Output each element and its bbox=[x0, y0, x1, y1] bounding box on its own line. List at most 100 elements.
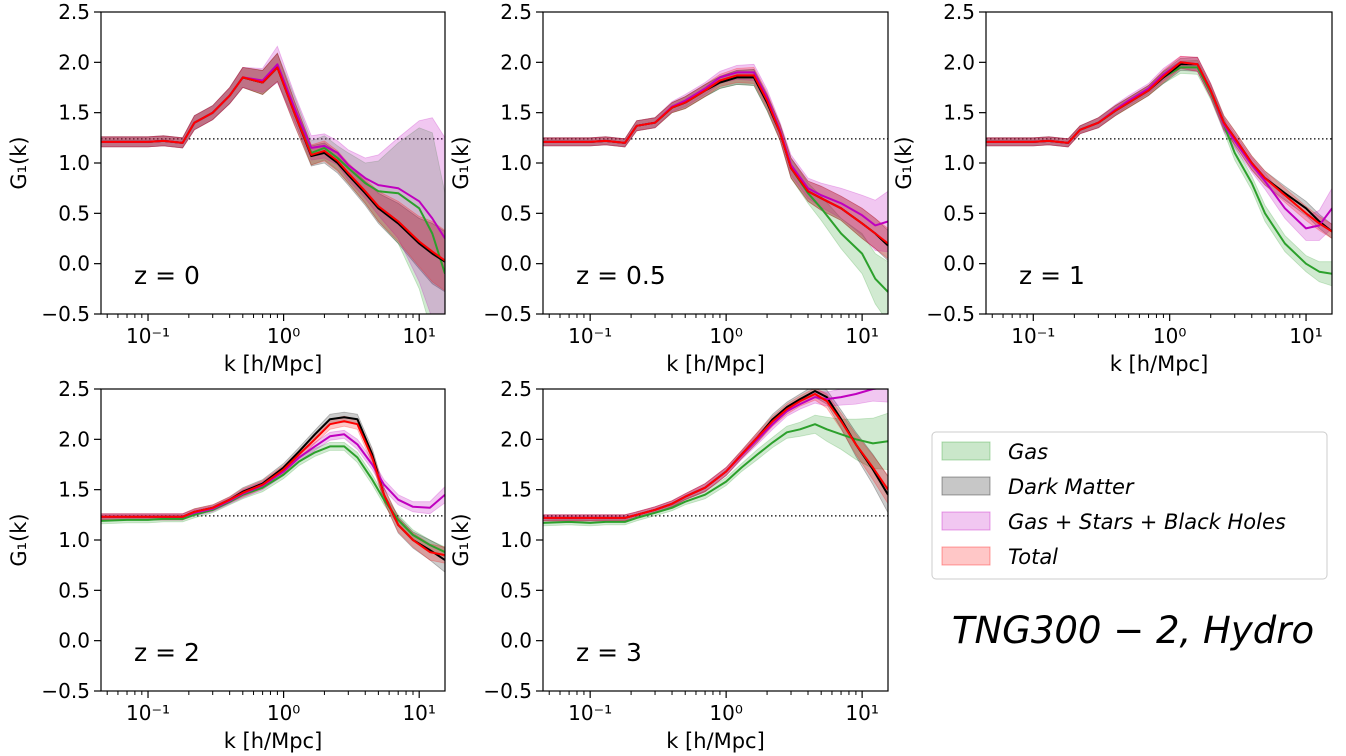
y-tick-label: 2.5 bbox=[58, 377, 90, 401]
x-tick-label: 10⁰ bbox=[709, 701, 742, 725]
y-tick-label: 1.5 bbox=[943, 101, 975, 125]
x-axis-label: k [h/Mpc] bbox=[666, 352, 765, 376]
y-tick-label: 2.5 bbox=[500, 0, 532, 24]
y-tick-label: 2.0 bbox=[943, 50, 975, 74]
redshift-annotation: z = 1 bbox=[1019, 261, 1085, 290]
y-tick-label: 0.0 bbox=[58, 629, 90, 653]
legend-entry-total: Total bbox=[941, 545, 1058, 569]
y-axis-label: G₁(k) bbox=[892, 136, 916, 189]
legend-label-dark-matter: Dark Matter bbox=[1008, 475, 1135, 499]
y-tick-label: −0.5 bbox=[483, 679, 532, 703]
panel-5: 10⁻¹ 10⁰ 10¹ −0.5 0.0 0.5 1.0 1.5 2.0 2.5 k [h/Mpc… bbox=[449, 377, 889, 753]
y-tick-label: 0.0 bbox=[500, 629, 532, 653]
x-tick-label: 10⁻¹ bbox=[1011, 324, 1055, 348]
legend-label-total: Total bbox=[1008, 545, 1058, 569]
plot-area bbox=[101, 45, 445, 314]
y-axis-label: G₁(k) bbox=[7, 136, 31, 189]
x-tick-label: 10⁰ bbox=[709, 324, 742, 348]
y-tick-label: 1.5 bbox=[58, 101, 90, 125]
y-tick-label: 2.0 bbox=[58, 50, 90, 74]
band-total bbox=[986, 55, 1332, 239]
y-tick-label: 1.5 bbox=[500, 478, 532, 502]
y-tick-label: −0.5 bbox=[483, 302, 532, 326]
redshift-annotation: z = 0.5 bbox=[576, 261, 666, 290]
y-axis-label: G₁(k) bbox=[7, 513, 31, 566]
x-tick-label: 10¹ bbox=[402, 324, 435, 348]
series-line-gas bbox=[543, 76, 888, 293]
legend-swatch-gas bbox=[941, 441, 991, 461]
legend-entry-gas-stars-black-holes: Gas + Stars + Black Holes bbox=[941, 510, 1286, 534]
y-tick-label: 0.0 bbox=[500, 252, 532, 276]
y-tick-label: 1.0 bbox=[943, 151, 975, 175]
y-tick-label: 0.5 bbox=[943, 201, 975, 225]
y-tick-label: 2.5 bbox=[943, 0, 975, 24]
legend-swatch-total bbox=[941, 546, 991, 566]
band-dark-matter bbox=[986, 56, 1332, 240]
legend-entry-dark-matter: Dark Matter bbox=[941, 475, 1135, 499]
x-axis-label: k [h/Mpc] bbox=[1110, 352, 1209, 376]
y-tick-label: 2.0 bbox=[58, 427, 90, 451]
y-tick-label: 1.5 bbox=[58, 478, 90, 502]
y-tick-label: −0.5 bbox=[926, 302, 975, 326]
band-gas-stars-black-holes bbox=[986, 55, 1332, 241]
x-tick-label: 10⁰ bbox=[1153, 324, 1186, 348]
legend: Gas Dark Matter Gas + Stars + Black Hole… bbox=[931, 431, 1328, 580]
x-tick-label: 10¹ bbox=[845, 324, 878, 348]
panel-1: 10⁻¹ 10⁰ 10¹ −0.5 0.0 0.5 1.0 1.5 2.0 2.5 k [h/Mpc… bbox=[7, 0, 446, 376]
y-tick-label: 0.5 bbox=[58, 201, 90, 225]
y-tick-label: 0.5 bbox=[500, 578, 532, 602]
band-gas-stars-black-holes bbox=[543, 63, 888, 253]
band-gas bbox=[543, 68, 888, 314]
y-tick-label: −0.5 bbox=[41, 302, 90, 326]
legend-entry-gas: Gas bbox=[941, 440, 1048, 464]
plot-area bbox=[543, 389, 888, 527]
y-axis-label: G₁(k) bbox=[449, 136, 473, 189]
band-total bbox=[543, 389, 888, 522]
x-axis-label: k [h/Mpc] bbox=[224, 352, 323, 376]
x-tick-label: 10⁰ bbox=[267, 701, 300, 725]
series-line-dark-matter bbox=[543, 390, 888, 519]
legend-swatch-gas-stars-black-holes bbox=[941, 511, 991, 531]
y-tick-label: 1.0 bbox=[58, 528, 90, 552]
redshift-annotation: z = 0 bbox=[134, 261, 200, 290]
y-tick-label: 0.0 bbox=[58, 252, 90, 276]
y-tick-label: 1.0 bbox=[500, 528, 532, 552]
x-tick-label: 10¹ bbox=[845, 701, 878, 725]
band-total bbox=[543, 66, 888, 260]
series-line-total bbox=[101, 66, 445, 262]
redshift-annotation: z = 3 bbox=[576, 638, 642, 667]
y-tick-label: 1.0 bbox=[58, 151, 90, 175]
x-tick-label: 10⁻¹ bbox=[126, 701, 170, 725]
legend-frame bbox=[931, 431, 1328, 580]
y-tick-label: 2.0 bbox=[500, 50, 532, 74]
y-tick-label: 0.5 bbox=[500, 201, 532, 225]
band-gas bbox=[986, 59, 1332, 287]
series-line-gas bbox=[543, 423, 888, 524]
legend-label-gas: Gas bbox=[1008, 440, 1048, 464]
series-line-total bbox=[543, 393, 888, 519]
x-axis-label: k [h/Mpc] bbox=[224, 729, 323, 753]
x-tick-label: 10⁻¹ bbox=[568, 701, 612, 725]
y-tick-label: 2.5 bbox=[58, 0, 90, 24]
panel-3: 10⁻¹ 10⁰ 10¹ −0.5 0.0 0.5 1.0 1.5 2.0 2.5 k [h/Mpc… bbox=[892, 0, 1333, 376]
panel-2: 10⁻¹ 10⁰ 10¹ −0.5 0.0 0.5 1.0 1.5 2.0 2.5 k [h/Mpc… bbox=[449, 0, 889, 376]
plot-area bbox=[101, 411, 445, 573]
series-line-total bbox=[986, 61, 1332, 233]
y-tick-label: 0.5 bbox=[58, 578, 90, 602]
band-gas-stars-black-holes bbox=[101, 45, 445, 314]
x-tick-label: 10¹ bbox=[1289, 324, 1322, 348]
plot-area bbox=[986, 55, 1332, 287]
y-tick-label: 2.5 bbox=[500, 377, 532, 401]
y-tick-label: 2.0 bbox=[500, 427, 532, 451]
y-axis-label: G₁(k) bbox=[449, 513, 473, 566]
panel-4: 10⁻¹ 10⁰ 10¹ −0.5 0.0 0.5 1.0 1.5 2.0 2.5 k [h/Mpc… bbox=[7, 377, 446, 753]
legend-swatch-dark-matter bbox=[941, 476, 991, 496]
band-total bbox=[101, 52, 445, 292]
plot-area bbox=[543, 63, 888, 314]
x-tick-label: 10¹ bbox=[402, 701, 435, 725]
y-tick-label: −0.5 bbox=[41, 679, 90, 703]
band-dark-matter bbox=[543, 68, 888, 262]
y-tick-label: 1.0 bbox=[500, 151, 532, 175]
redshift-annotation: z = 2 bbox=[134, 638, 200, 667]
